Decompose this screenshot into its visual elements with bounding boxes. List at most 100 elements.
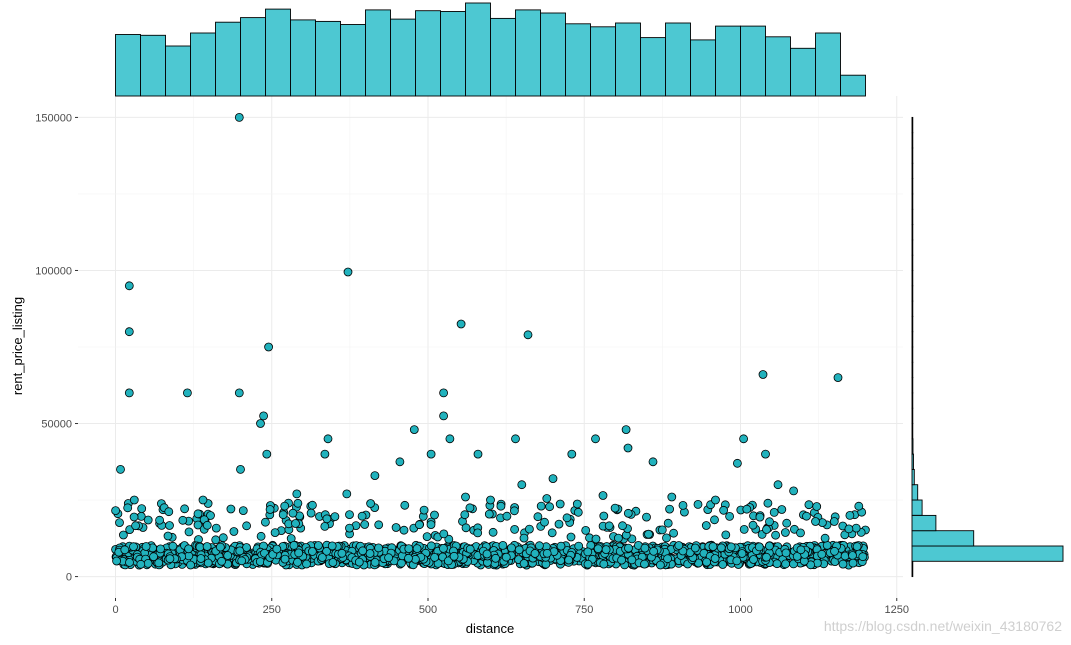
scatter-point: [762, 552, 771, 562]
y-histogram-bar: [911, 530, 975, 547]
y-histogram-bar: [911, 514, 937, 532]
scatter-point: [564, 555, 574, 565]
y-histogram-bar: [911, 162, 914, 180]
scatter-point: [667, 492, 677, 502]
scatter-point: [460, 510, 470, 520]
scatter-point: [438, 544, 448, 553]
scatter-point: [716, 543, 726, 553]
scatter-point: [129, 542, 138, 552]
scatter-point: [115, 518, 124, 527]
scatter-point: [648, 457, 658, 467]
scatter-point: [193, 520, 203, 530]
scatter-point: [154, 558, 164, 568]
x-tick-label: 250: [263, 604, 281, 616]
scatter-point: [804, 500, 814, 510]
y-tick-label: 50000: [41, 419, 72, 431]
scatter-point: [278, 510, 288, 520]
x-histogram-bar: [115, 34, 141, 97]
y-histogram-bar: [911, 346, 914, 363]
scatter-point: [445, 434, 455, 444]
y-histogram-bar: [911, 132, 914, 149]
scatter-point: [293, 557, 302, 567]
scatter-point: [574, 541, 584, 551]
scatter-point: [484, 509, 494, 519]
scatter-point: [833, 373, 843, 383]
scatter-point: [156, 544, 165, 554]
scatter-point: [811, 517, 820, 526]
scatter-point: [400, 500, 410, 510]
scatter-point: [763, 498, 773, 508]
scatter-point: [223, 551, 233, 560]
watermark-text: https://blog.csdn.net/weixin_43180762: [824, 618, 1062, 634]
y-histogram-bar: [911, 116, 914, 134]
x-axis-title: distance: [466, 621, 514, 636]
scatter-point: [669, 528, 678, 538]
scatter-point: [796, 545, 806, 555]
scatter-point: [430, 553, 440, 562]
scatter-point: [234, 388, 244, 398]
scatter-point: [662, 533, 671, 543]
scatter-point: [206, 511, 215, 520]
scatter-point: [726, 542, 736, 552]
scatter-point: [202, 520, 212, 530]
scatter-point: [844, 524, 854, 534]
scatter-point: [374, 520, 384, 530]
scatter-point: [202, 542, 212, 551]
scatter-point: [572, 499, 582, 509]
scatter-point: [678, 500, 688, 510]
scatter-point: [426, 449, 436, 459]
scatter-point: [806, 560, 816, 570]
scatter-point: [771, 530, 780, 540]
scatter-point: [542, 548, 552, 558]
scatter-point: [642, 512, 651, 522]
scatter-point: [789, 486, 798, 496]
scatter-point: [623, 443, 633, 453]
scatter-point: [242, 521, 252, 531]
scatter-point: [342, 489, 352, 499]
scatter-point: [399, 525, 409, 535]
x-histogram-bar: [665, 22, 691, 97]
scatter-point: [765, 517, 774, 527]
scatter-point: [165, 521, 174, 530]
x-histogram-bar: [315, 20, 341, 97]
scatter-point: [229, 527, 239, 536]
scatter-point: [721, 530, 731, 540]
scatter-point: [845, 511, 855, 520]
scatter-point: [758, 370, 768, 379]
x-histogram-bar: [140, 34, 166, 97]
scatter-point: [554, 519, 564, 529]
scatter-point: [270, 528, 280, 537]
scatter-point: [260, 517, 270, 527]
y-histogram-bar: [911, 224, 914, 241]
scatter-point: [327, 541, 337, 551]
y-histogram-bar: [911, 377, 914, 394]
y-axis-ticks: 0 50000 100000 150000: [35, 112, 78, 584]
scatter-point: [395, 457, 405, 467]
scatter-point: [357, 511, 367, 521]
scatter-point: [644, 529, 653, 539]
scatter-point: [649, 546, 658, 556]
scatter-point: [439, 529, 449, 539]
scatter-point: [511, 434, 520, 444]
scatter-point: [328, 558, 338, 567]
scatter-point: [848, 551, 857, 560]
scatter-point: [265, 505, 275, 514]
scatter-point: [186, 560, 196, 570]
scatter-point: [184, 527, 194, 537]
scatter-point: [817, 549, 827, 559]
scatter-point: [226, 504, 236, 514]
y-histogram-bar: [911, 438, 914, 455]
scatter-point: [627, 555, 637, 565]
scatter-point: [461, 492, 470, 502]
x-histogram-bar: [690, 39, 716, 97]
scatter-point: [125, 558, 134, 567]
y-tick-label: 100000: [35, 265, 72, 277]
scatter-point: [858, 552, 868, 562]
scatter-point: [496, 501, 506, 511]
scatter-point: [343, 267, 353, 277]
scatter-point: [307, 500, 317, 510]
scatter-point: [840, 530, 850, 540]
scatter-point: [640, 559, 649, 569]
scatter-point: [193, 509, 203, 519]
scatter-point: [517, 480, 527, 490]
